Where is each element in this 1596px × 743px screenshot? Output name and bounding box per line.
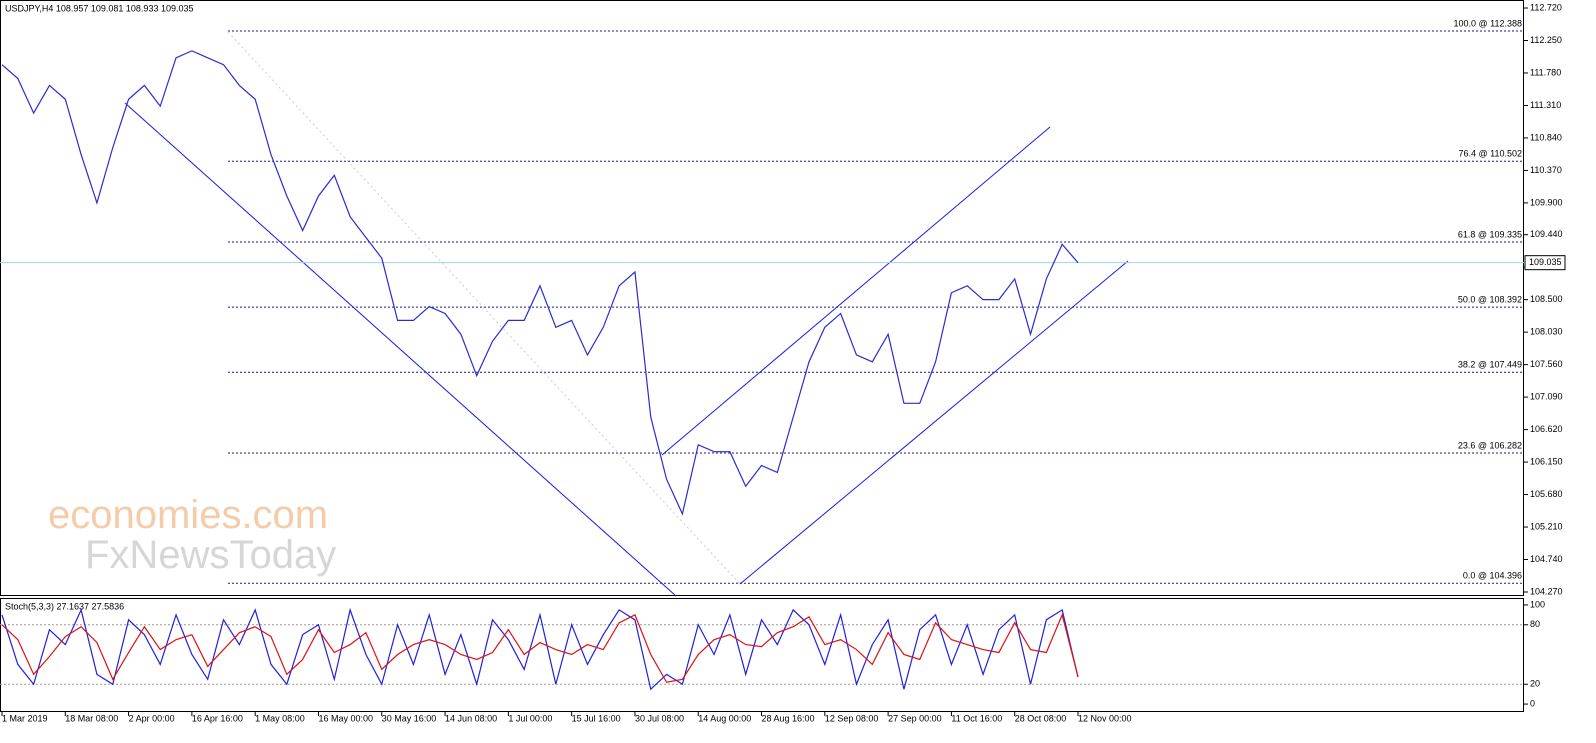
level-label: 23.6 @ 106.282: [1458, 440, 1522, 450]
x-tick-label: 30 May 16:00: [382, 713, 437, 723]
current-price-label: 109.035: [1529, 257, 1562, 267]
y-tick-label: 106.620: [1530, 424, 1563, 434]
y-tick-label: 110.370: [1530, 165, 1562, 175]
level-label: 38.2 @ 107.449: [1458, 360, 1522, 370]
panel-title: USDJPY,H4 108.957 109.081 108.933 109.03…: [5, 3, 194, 13]
x-tick-label: 14 Aug 00:00: [698, 713, 751, 723]
level-label: 0.0 @ 104.396: [1463, 571, 1522, 581]
stoch-panel-border: [0, 598, 1524, 712]
x-tick-label: 12 Sep 08:00: [825, 713, 879, 723]
y-tick-label: 111.310: [1530, 100, 1561, 110]
x-tick-label: 12 Nov 00:00: [1078, 713, 1132, 723]
x-tick-label: 1 May 08:00: [255, 713, 305, 723]
y-tick-label: 111.780: [1530, 67, 1561, 77]
panel-title: Stoch(5,3,3) 27.1637 27.5836: [5, 601, 124, 611]
y-tick-label: 112.250: [1530, 35, 1562, 45]
series-line: [1, 612, 1079, 683]
y-tick-label: 104.270: [1530, 586, 1563, 596]
x-tick-label: 30 Jul 08:00: [635, 713, 684, 723]
x-tick-label: 2 Apr 00:00: [129, 713, 175, 723]
y-tick-label: 109.440: [1530, 229, 1563, 239]
x-tick-label: 14 Jun 08:00: [445, 713, 497, 723]
x-tick-label: 27 Sep 00:00: [888, 713, 942, 723]
y-tick-label: 100: [1530, 599, 1545, 609]
x-tick-label: 16 May 00:00: [318, 713, 373, 723]
x-tick-label: 15 Jul 16:00: [572, 713, 621, 723]
watermark: FxNewsToday: [85, 533, 336, 577]
level-label: 76.4 @ 110.502: [1458, 149, 1522, 159]
x-tick-label: 1 Mar 2019: [2, 713, 48, 723]
level-label: 50.0 @ 108.392: [1458, 294, 1522, 304]
y-tick-label: 105.210: [1530, 521, 1563, 531]
x-tick-label: 28 Oct 08:00: [1015, 713, 1067, 723]
y-tick-label: 108.030: [1530, 327, 1563, 337]
x-tick-label: 18 Mar 08:00: [65, 713, 118, 723]
channel-lower: [739, 260, 1129, 585]
watermark: economies.com: [48, 493, 328, 537]
price-panel-border: [0, 0, 1524, 596]
x-tick-label: 1 Jul 00:00: [508, 713, 552, 723]
x-tick-label: 28 Aug 16:00: [762, 713, 815, 723]
x-tick-label: 11 Oct 16:00: [951, 713, 1002, 723]
y-tick-label: 109.900: [1530, 197, 1563, 207]
y-tick-label: 110.840: [1530, 132, 1562, 142]
current-price-box: [1524, 255, 1566, 271]
y-tick-label: 106.150: [1530, 456, 1563, 466]
y-tick-label: 20: [1530, 679, 1540, 689]
fib-diagonal: [227, 31, 741, 585]
x-tick-label: 16 Apr 16:00: [192, 713, 243, 723]
y-tick-label: 108.500: [1530, 294, 1563, 304]
series-line: [1, 50, 1079, 516]
level-label: 61.8 @ 109.335: [1458, 229, 1522, 239]
y-tick-label: 107.090: [1530, 391, 1563, 401]
trend-line: [124, 102, 677, 597]
y-tick-label: 0: [1530, 698, 1535, 708]
y-tick-label: 104.740: [1530, 554, 1563, 564]
y-tick-label: 105.680: [1530, 489, 1563, 499]
y-tick-label: 107.560: [1530, 359, 1563, 369]
series-line: [1, 607, 1079, 691]
channel-upper: [661, 126, 1051, 456]
y-tick-label: 112.720: [1530, 2, 1562, 12]
level-label: 100.0 @ 112.388: [1453, 18, 1522, 28]
y-tick-label: 80: [1530, 619, 1540, 629]
